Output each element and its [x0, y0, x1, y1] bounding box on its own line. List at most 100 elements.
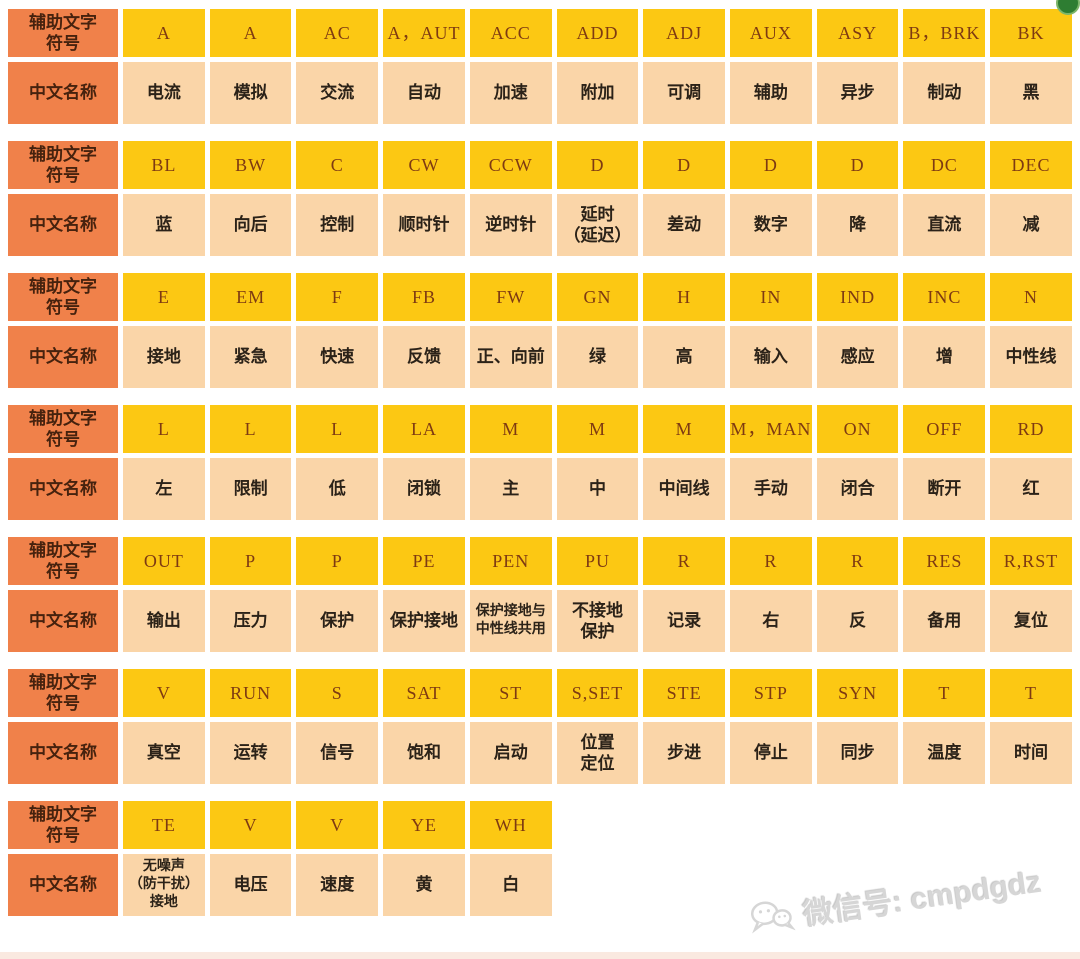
- symbol-cell: ACC: [469, 9, 552, 57]
- symbol-cell: R: [643, 537, 726, 585]
- symbol-cell: M，MAN: [730, 405, 812, 453]
- symbol-cell: FB: [383, 273, 465, 321]
- symbol-cell: P: [209, 537, 292, 585]
- symbol-cell: SYN: [816, 669, 899, 717]
- name-cell: 左: [123, 458, 205, 520]
- name-cell: 制动: [903, 62, 986, 124]
- symbol-cell: P: [296, 537, 379, 585]
- symbol-cell: DC: [903, 141, 986, 189]
- name-row: 中文名称 无噪声 （防干扰） 接地 电压 速度黄白: [8, 854, 1072, 916]
- symbol-cell: FW: [469, 273, 552, 321]
- symbol-cell: L: [296, 405, 379, 453]
- name-cell: 黑: [990, 62, 1072, 124]
- name-cell: 顺时针: [383, 194, 465, 256]
- row-header-symbol: 辅助文字 符号: [8, 273, 118, 321]
- symbol-cell: BL: [123, 141, 205, 189]
- row-header-symbol: 辅助文字 符号: [8, 141, 118, 189]
- name-cell: 正、向前: [469, 326, 552, 388]
- name-cell: 高: [643, 326, 726, 388]
- name-cell: 断开: [903, 458, 986, 520]
- name-cell: 信号: [296, 722, 379, 784]
- symbol-cell: A，AUT: [383, 9, 465, 57]
- name-cell: 保护接地: [383, 590, 465, 652]
- symbol-row: 辅助文字 符号 A A AC A，AUT ACC ADD ADJ AUX ASY B，BRK BK: [8, 9, 1072, 57]
- symbol-cell: OUT: [123, 537, 205, 585]
- symbol-cell: GN: [556, 273, 639, 321]
- name-cell: 差动: [643, 194, 726, 256]
- symbol-cell: INC: [903, 273, 986, 321]
- name-cell: 压力: [209, 590, 292, 652]
- symbol-cell: EM: [209, 273, 292, 321]
- symbol-cell: V: [209, 801, 292, 849]
- name-cell: 真空: [123, 722, 205, 784]
- name-cell: 数字: [730, 194, 812, 256]
- symbol-cell: S,SET: [556, 669, 639, 717]
- name-cell: 蓝: [123, 194, 205, 256]
- symbol-cell: L: [123, 405, 205, 453]
- symbol-cell: PEN: [469, 537, 552, 585]
- name-cell: 感应: [816, 326, 899, 388]
- name-cell: 延时 （延迟）: [556, 194, 639, 256]
- table-block: 辅助文字 符号 A A AC A，AUT ACC ADD ADJ AUX ASY B，BRK BK …: [8, 9, 1072, 124]
- name-cell: 复位: [990, 590, 1072, 652]
- name-cell: 备用: [903, 590, 986, 652]
- symbol-cell: S: [296, 669, 379, 717]
- name-cell: 控制: [296, 194, 379, 256]
- bottom-strip: [0, 952, 1080, 959]
- name-cell: 模拟: [209, 62, 292, 124]
- name-cell: 反馈: [383, 326, 465, 388]
- symbol-row: 辅助文字 符号 BL BW C CW CCW D D D D DC DEC: [8, 141, 1072, 189]
- symbol-cell: IN: [730, 273, 812, 321]
- name-cell: 低: [296, 458, 379, 520]
- symbol-cell: E: [123, 273, 205, 321]
- name-cell: 无噪声 （防干扰） 接地: [123, 854, 205, 916]
- name-cell: 温度: [903, 722, 986, 784]
- symbol-cell: R: [730, 537, 812, 585]
- name-cell: 反: [816, 590, 899, 652]
- symbol-cell: T: [990, 669, 1072, 717]
- symbol-cell: M: [469, 405, 552, 453]
- name-cell: 保护接地与 中性线共用: [469, 590, 552, 652]
- row-header-symbol: 辅助文字 符号: [8, 405, 118, 453]
- row-header-symbol: 辅助文字 符号: [8, 801, 118, 849]
- symbol-cell: DEC: [990, 141, 1072, 189]
- symbol-cell: V: [123, 669, 205, 717]
- row-header-name: 中文名称: [8, 590, 118, 652]
- name-cell: 绿: [556, 326, 639, 388]
- name-cell: 减: [990, 194, 1072, 256]
- name-cell: 步进: [643, 722, 726, 784]
- name-cell: 紧急: [209, 326, 292, 388]
- symbol-cell: BK: [990, 9, 1072, 57]
- symbol-cell: SAT: [383, 669, 465, 717]
- table-block: 辅助文字 符号 BL BW C CW CCW D D D D DC DEC 中文名称 蓝向后 控制 顺时…: [8, 141, 1072, 256]
- name-cell: 自动: [383, 62, 465, 124]
- symbol-cell: M: [556, 405, 639, 453]
- table-block: 辅助文字 符号 E EM F FB FW GN H IN IND INC N 中文名称 接地 紧急 快速…: [8, 273, 1072, 388]
- name-cell: 位置 定位: [556, 722, 639, 784]
- symbol-cell: CW: [383, 141, 465, 189]
- name-cell: 附加: [556, 62, 639, 124]
- name-cell: 记录: [643, 590, 726, 652]
- symbol-cell: OFF: [903, 405, 986, 453]
- symbol-row: 辅助文字 符号 V RUN S SAT ST S,SET STE STP SYN T T: [8, 669, 1072, 717]
- symbol-cell: RES: [903, 537, 986, 585]
- name-cell: 同步: [816, 722, 899, 784]
- symbol-cell: N: [990, 273, 1072, 321]
- name-cell: 交流: [296, 62, 379, 124]
- name-cell: 右: [730, 590, 812, 652]
- symbol-cell: T: [903, 669, 986, 717]
- name-row: 中文名称 电流 模拟 交流 自动 加速 附加 可调 辅助 异步 制动黑: [8, 62, 1072, 124]
- name-row: 中文名称 输出 压力 保护 保护接地 保护接地与 中性线共用 不接地 保护 记录右反备用 复位: [8, 590, 1072, 652]
- name-cell: 电压: [209, 854, 292, 916]
- name-cell: 红: [990, 458, 1072, 520]
- table-block: 辅助文字 符号 TE V V YE WH 中文名称 无噪声 （防干扰） 接地 电压 速度黄白: [8, 801, 1072, 916]
- symbol-cell: YE: [383, 801, 465, 849]
- row-header-name: 中文名称: [8, 326, 118, 388]
- symbol-cell: ADD: [556, 9, 639, 57]
- name-cell: 闭锁: [383, 458, 465, 520]
- name-row: 中文名称 蓝向后 控制 顺时针 逆时针 延时 （延迟） 差动 数字降直流减: [8, 194, 1072, 256]
- name-cell: 中间线: [643, 458, 726, 520]
- name-row: 中文名称 左限制低闭锁主中中间线 手动 闭合 断开红: [8, 458, 1072, 520]
- name-cell: 保护: [296, 590, 379, 652]
- name-row: 中文名称 真空 运转 信号 饱和 启动 位置 定位 步进 停止 同步 温度 时间: [8, 722, 1072, 784]
